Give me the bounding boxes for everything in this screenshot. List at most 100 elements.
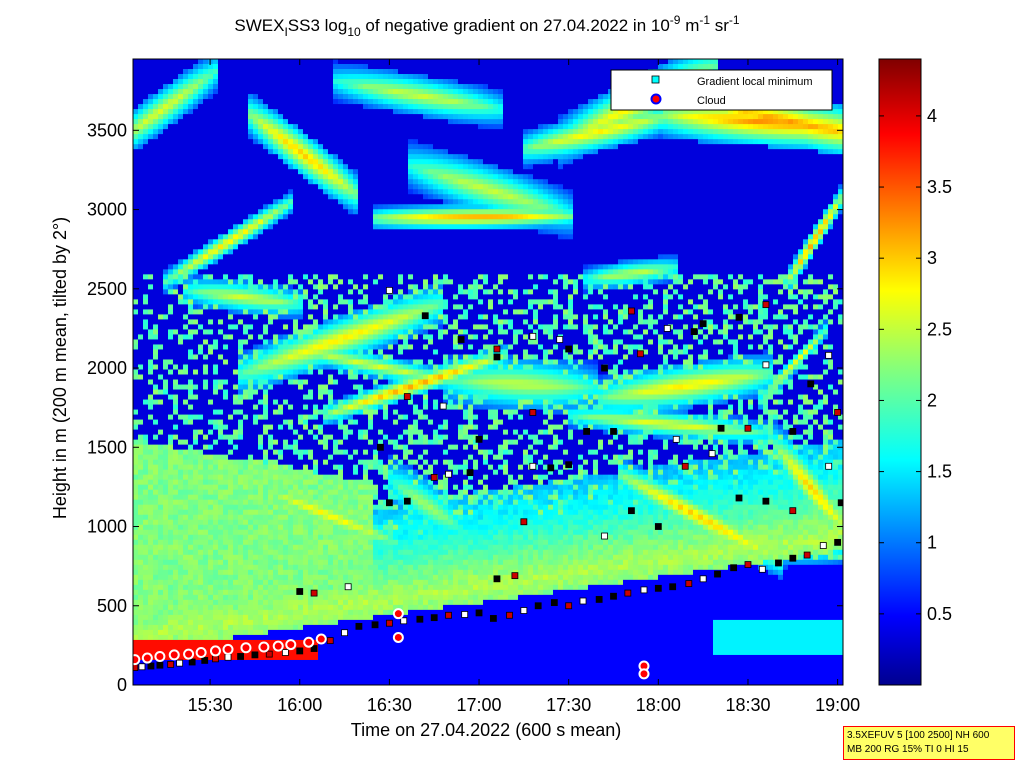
heatmap-cell: [238, 209, 244, 215]
heatmap-cell: [318, 144, 324, 150]
heatmap-cell: [203, 534, 209, 541]
heatmap-cell: [138, 549, 144, 556]
heatmap-cell: [253, 604, 259, 611]
heatmap-cell: [198, 444, 204, 451]
heatmap-cell: [273, 464, 279, 471]
heatmap-cell: [193, 94, 199, 100]
heatmap-cell: [313, 109, 319, 115]
heatmap-cell: [258, 524, 264, 531]
heatmap-cell: [133, 639, 139, 646]
heatmap-cell: [143, 329, 149, 335]
heatmap-cell: [168, 164, 174, 170]
heatmap-cell: [168, 439, 174, 446]
heatmap-cell: [203, 539, 209, 546]
heatmap-cell: [153, 564, 159, 571]
heatmap-cell: [228, 664, 234, 671]
heatmap-cell: [288, 239, 294, 245]
heatmap-cell: [293, 264, 299, 270]
heatmap-cell: [148, 94, 154, 100]
heatmap-cell: [238, 384, 244, 390]
heatmap-cell: [163, 439, 169, 446]
heatmap-cell: [188, 119, 194, 125]
heatmap-cell: [208, 199, 214, 205]
heatmap-cell: [178, 189, 184, 195]
heatmap-cell: [233, 679, 239, 685]
heatmap-cell: [253, 304, 259, 310]
heatmap-cell: [283, 624, 289, 631]
heatmap-cell: [193, 314, 199, 320]
heatmap-cell: [133, 229, 139, 235]
heatmap-cell: [143, 604, 149, 611]
heatmap-cell: [258, 369, 264, 375]
heatmap-cell: [253, 299, 259, 305]
heatmap-cell: [213, 104, 219, 110]
heatmap-cell: [168, 174, 174, 180]
heatmap-cell: [248, 574, 254, 581]
heatmap-cell: [263, 404, 269, 410]
heatmap-cell: [233, 264, 239, 270]
heatmap-cell: [288, 114, 294, 120]
heatmap-cell: [293, 664, 299, 671]
heatmap-cell: [158, 669, 164, 676]
heatmap-cell: [183, 174, 189, 180]
heatmap-cell: [188, 224, 194, 230]
heatmap-cell: [318, 184, 324, 190]
heatmap-cell: [158, 94, 164, 100]
heatmap-cell: [178, 479, 184, 486]
heatmap-cell: [163, 534, 169, 541]
heatmap-cell: [248, 614, 254, 621]
heatmap-cell: [328, 454, 334, 461]
heatmap-cell: [253, 94, 259, 100]
heatmap-cell: [133, 554, 139, 561]
heatmap-cell: [218, 414, 224, 420]
heatmap-cell: [303, 559, 309, 566]
heatmap-cell: [223, 84, 229, 90]
heatmap-cell: [273, 629, 279, 636]
heatmap-cell: [308, 424, 314, 430]
heatmap-cell: [308, 114, 314, 120]
heatmap-cell: [233, 659, 239, 666]
heatmap-cell: [168, 64, 174, 70]
heatmap-cell: [313, 169, 319, 175]
heatmap-cell: [188, 604, 194, 611]
heatmap-cell: [248, 249, 254, 255]
heatmap-cell: [298, 414, 304, 420]
heatmap-cell: [223, 379, 229, 385]
heatmap-cell: [233, 559, 239, 566]
heatmap-cell: [268, 404, 274, 410]
heatmap-cell: [213, 529, 219, 536]
heatmap-cell: [253, 264, 259, 270]
heatmap-cell: [213, 524, 219, 531]
heatmap-cell: [143, 599, 149, 606]
heatmap-cell: [313, 319, 319, 325]
heatmap-cell: [288, 224, 294, 230]
heatmap-cell: [148, 434, 154, 441]
heatmap-cell: [318, 579, 324, 586]
heatmap-cell: [218, 209, 224, 215]
heatmap-cell: [193, 474, 199, 481]
heatmap-cell: [183, 604, 189, 611]
heatmap-cell: [208, 254, 214, 260]
heatmap-cell: [183, 639, 189, 646]
heatmap-cell: [318, 204, 324, 210]
heatmap-cell: [288, 614, 294, 621]
heatmap-cell: [153, 294, 159, 300]
heatmap-cell: [133, 414, 139, 420]
heatmap-cell: [268, 204, 274, 210]
heatmap-cell: [303, 114, 309, 120]
heatmap-cell: [308, 219, 314, 225]
heatmap-cell: [283, 484, 289, 491]
heatmap-cell: [278, 79, 284, 85]
heatmap-cell: [218, 229, 224, 235]
heatmap-cell: [153, 624, 159, 631]
heatmap-cell: [273, 544, 279, 551]
heatmap-cell: [133, 364, 139, 370]
heatmap-cell: [248, 164, 254, 170]
heatmap-cell: [208, 304, 214, 310]
heatmap-cell: [158, 569, 164, 576]
heatmap-cell: [173, 529, 179, 536]
heatmap-cell: [243, 319, 249, 325]
heatmap-cell: [233, 199, 239, 205]
heatmap-cell: [168, 244, 174, 250]
heatmap-cell: [308, 429, 314, 435]
